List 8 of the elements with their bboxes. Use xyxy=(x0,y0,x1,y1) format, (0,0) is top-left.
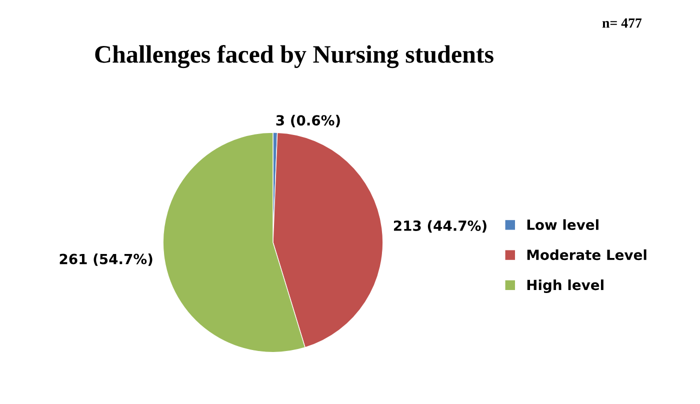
data-label: 213 (44.7%) xyxy=(394,220,486,233)
data-label: 3 (0.6%) xyxy=(276,114,340,128)
data-label: 261 (54.7%) xyxy=(60,254,152,266)
text: n= 477 xyxy=(602,18,642,28)
legend-label: High level xyxy=(527,279,604,294)
chart-title: Challenges faced by Nursing students xyxy=(95,45,494,68)
legend-label: Moderate Level xyxy=(527,249,646,260)
legend-label: Low level xyxy=(527,219,598,230)
